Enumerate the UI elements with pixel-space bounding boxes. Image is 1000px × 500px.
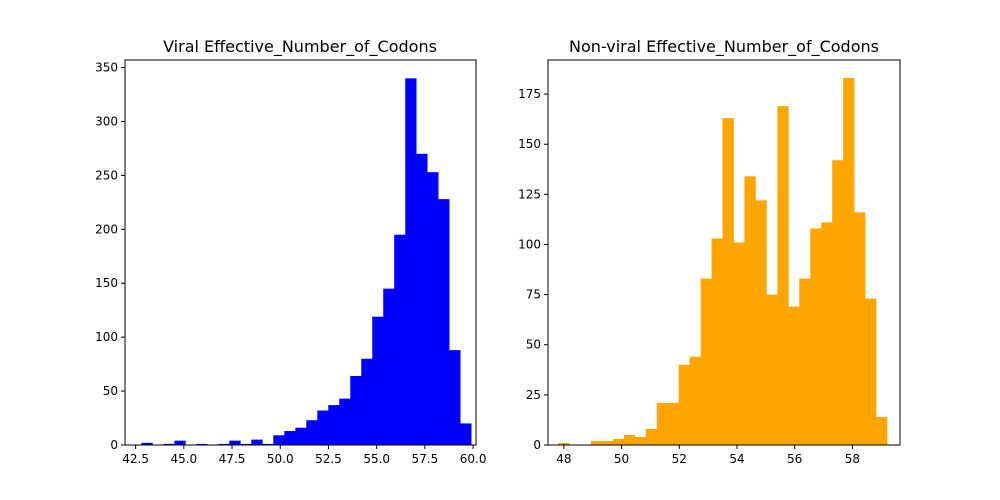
nonviral-x-tick-label: 50 (614, 452, 629, 466)
nonviral-y-tick-label: 50 (526, 338, 541, 352)
viral-y-tick-label: 250 (95, 168, 118, 182)
nonviral-bar (623, 434, 636, 445)
viral-bar (438, 199, 450, 445)
viral-chart-title: Viral Effective_Number_of_Codons (163, 37, 437, 57)
nonviral-x-axis: 48 50 52 54 56 58 (556, 445, 860, 466)
viral-bar (339, 398, 351, 445)
nonviral-x-tick-label: 56 (787, 452, 802, 466)
viral-y-tick-label: 50 (103, 384, 118, 398)
viral-x-tick-label: 47.5 (219, 452, 246, 466)
nonviral-x-tick-label: 58 (845, 452, 860, 466)
nonviral-bar (843, 78, 855, 445)
nonviral-bar (700, 278, 712, 445)
nonviral-bar (788, 306, 800, 445)
viral-bar (163, 443, 175, 445)
nonviral-bar (821, 222, 833, 445)
viral-bar (306, 420, 318, 445)
viral-y-tick-label: 150 (95, 276, 118, 290)
nonviral-bar (810, 228, 822, 445)
viral-bar (218, 443, 230, 445)
nonviral-bar (876, 416, 888, 445)
viral-histogram-panel: Viral Effective_Number_of_Codons 42.5 45.… (95, 37, 486, 466)
nonviral-y-axis: 0 25 50 75 100 125 150 175 (518, 87, 548, 452)
viral-plot-frame (124, 59, 477, 446)
nonviral-bar (667, 402, 680, 445)
viral-bar (361, 358, 373, 445)
nonviral-bar (590, 440, 603, 445)
nonviral-y-tick-label: 25 (526, 388, 541, 402)
nonviral-bar (755, 200, 767, 445)
viral-x-tick-label: 57.5 (412, 452, 439, 466)
nonviral-bar (634, 436, 647, 445)
viral-bar (427, 172, 439, 445)
viral-y-tick-label: 200 (95, 222, 118, 236)
nonviral-bar (744, 176, 756, 446)
nonviral-bar (656, 402, 669, 445)
viral-bar (328, 405, 340, 445)
viral-x-tick-label: 55.0 (363, 452, 390, 466)
viral-bar (416, 153, 428, 445)
viral-bar (273, 435, 285, 445)
viral-x-axis: 42.5 45.0 47.5 50.0 52.5 55.0 57.5 60.0 (122, 445, 486, 466)
viral-bar (229, 440, 241, 445)
viral-y-axis: 0 50 100 150 200 250 300 350 (95, 61, 125, 452)
nonviral-bar (854, 212, 866, 445)
nonviral-x-tick-label: 54 (729, 452, 744, 466)
viral-bars (141, 78, 472, 445)
nonviral-bar (612, 438, 625, 445)
nonviral-bar (601, 440, 614, 445)
nonviral-histogram-panel: Non-viral Effective_Number_of_Codons 48 5… (518, 37, 901, 466)
nonviral-bar (766, 294, 778, 445)
viral-bar (405, 78, 417, 445)
viral-bar (240, 443, 252, 445)
viral-x-tick-label: 60.0 (460, 452, 487, 466)
viral-bar (262, 443, 274, 445)
nonviral-plot-frame (547, 59, 901, 446)
nonviral-y-tick-label: 75 (526, 288, 541, 302)
viral-bar (383, 288, 395, 445)
nonviral-x-tick-label: 48 (556, 452, 571, 466)
nonviral-bar (832, 160, 844, 445)
viral-x-tick-label: 50.0 (267, 452, 294, 466)
viral-bar (141, 442, 153, 445)
nonviral-bar (722, 118, 734, 446)
nonviral-chart-title: Non-viral Effective_Number_of_Codons (569, 37, 879, 57)
nonviral-bar (711, 238, 723, 445)
viral-bar (372, 316, 384, 445)
viral-y-tick-label: 0 (110, 438, 118, 452)
nonviral-y-tick-label: 150 (518, 137, 541, 151)
viral-x-tick-label: 42.5 (122, 452, 149, 466)
nonviral-bar (733, 242, 745, 445)
nonviral-bar (645, 428, 658, 445)
viral-bar (196, 443, 208, 445)
nonviral-bar (689, 356, 701, 445)
nonviral-y-tick-label: 100 (518, 237, 541, 251)
viral-bar (174, 440, 186, 445)
nonviral-y-tick-label: 125 (518, 187, 541, 201)
viral-bar (317, 410, 329, 445)
viral-x-tick-label: 52.5 (315, 452, 342, 466)
nonviral-bar (865, 298, 877, 445)
viral-x-tick-label: 45.0 (170, 452, 197, 466)
viral-bar (284, 430, 296, 445)
viral-bar (350, 375, 362, 445)
nonviral-bar (678, 364, 690, 445)
viral-bar (251, 439, 263, 445)
nonviral-bar (799, 278, 811, 445)
viral-bar (460, 423, 472, 445)
nonviral-y-tick-label: 175 (518, 87, 541, 101)
nonviral-bars (558, 78, 888, 446)
nonviral-x-tick-label: 52 (672, 452, 687, 466)
nonviral-bar (558, 442, 570, 445)
viral-y-tick-label: 100 (95, 330, 118, 344)
viral-y-tick-label: 350 (95, 61, 118, 75)
viral-y-tick-label: 300 (95, 114, 118, 128)
viral-bar (449, 350, 461, 445)
nonviral-bar (777, 106, 789, 446)
viral-bar (394, 234, 406, 445)
viral-bar (295, 427, 307, 445)
nonviral-y-tick-label: 0 (533, 438, 541, 452)
